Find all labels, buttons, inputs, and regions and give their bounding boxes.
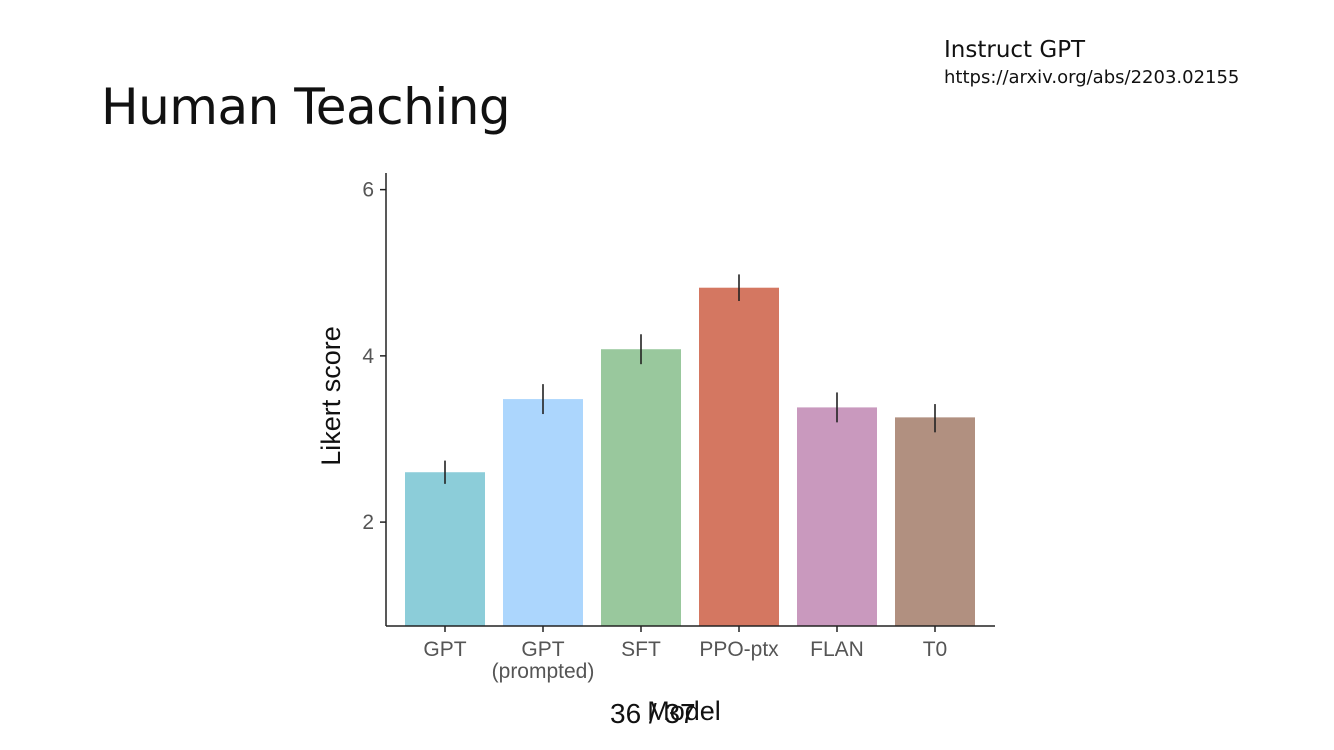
bar [405, 472, 485, 626]
x-tick-group: GPT GPT(prompted)SFT PPO-ptx FLAN T0 [423, 626, 947, 683]
slide-title: Human Teaching [101, 78, 511, 136]
y-tick-group: 2 4 6 [362, 179, 386, 534]
x-tick-label: PPO-ptx [699, 638, 779, 661]
reference-title: Instruct GPT [944, 37, 1086, 63]
page-number: 36 / 37 [610, 698, 696, 729]
error-bar-group [444, 274, 936, 484]
bar [601, 349, 681, 626]
reference-block: Instruct GPT https://arxiv.org/abs/2203.… [944, 34, 1239, 90]
x-axis-title: Model [647, 696, 721, 726]
x-tick-label: GPT [423, 638, 466, 661]
bar [699, 287, 779, 626]
x-tick-label: GPT [521, 638, 564, 661]
y-tick-label: 4 [362, 345, 374, 368]
y-axis-title: Likert score [316, 326, 346, 466]
reference-link[interactable]: https://arxiv.org/abs/2203.02155 [944, 67, 1240, 88]
y-tick-label: 6 [362, 179, 374, 202]
x-tick-label: FLAN [810, 638, 864, 661]
bar [895, 417, 975, 626]
x-tick-label: (prompted) [492, 660, 595, 683]
bar [797, 407, 877, 626]
bar [503, 399, 583, 626]
bar-group [405, 287, 975, 626]
x-tick-label: SFT [621, 638, 661, 661]
y-tick-label: 2 [362, 511, 374, 534]
x-tick-label: T0 [923, 638, 948, 661]
